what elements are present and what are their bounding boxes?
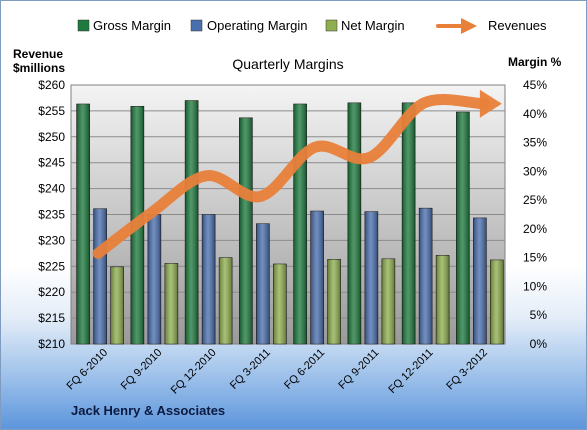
category-labels: FQ 6-2010 FQ 9-2010 FQ 12-2010 FQ 3-2011 FQ … xyxy=(65,347,490,397)
left-tick-label: $245 xyxy=(38,156,65,170)
bar-gross-margin-fq-3-2012-shade xyxy=(456,112,470,344)
bar-gross-margin-fq-12-2010-shade xyxy=(185,100,199,344)
revenue-line xyxy=(92,89,502,259)
left-tick-label: $220 xyxy=(38,285,65,299)
right-tick-label: 15% xyxy=(523,251,547,265)
chart-title: Quarterly Margins xyxy=(232,56,343,72)
bar-operating-margin-fq-12-2010-shade xyxy=(202,214,216,344)
right-tick-label: 20% xyxy=(523,222,547,236)
legend-label-revenues: Revenues xyxy=(488,18,547,33)
category-label: FQ 12-2010 xyxy=(169,347,219,397)
bar-gross-margin-fq-12-2011-shade xyxy=(402,102,416,344)
bar-gross-margin-fq-6-2011-shade xyxy=(293,103,307,344)
bar-net-margin-fq-3-2011-shade xyxy=(273,263,287,344)
left-tick-label: $215 xyxy=(38,311,65,325)
category-label: FQ 3-2012 xyxy=(444,347,490,393)
right-tick-label: 25% xyxy=(523,193,547,207)
left-tick-label: $210 xyxy=(38,337,65,351)
right-tick-label: 10% xyxy=(523,279,547,293)
legend-label-operating-margin: Operating Margin xyxy=(207,18,307,33)
bar-operating-margin-fq-3-2011-shade xyxy=(256,223,270,344)
left-axis-title-line2: $millions xyxy=(13,61,65,75)
right-tick-label: 35% xyxy=(523,136,547,150)
right-tick-label: 30% xyxy=(523,164,547,178)
bar-operating-margin-fq-3-2012-shade xyxy=(473,217,487,344)
right-tick-label: 0% xyxy=(530,337,548,351)
bar-net-margin-fq-6-2011-shade xyxy=(327,259,341,344)
bar-operating-margin-fq-9-2010-shade xyxy=(147,214,161,344)
legend-label-net-margin: Net Margin xyxy=(341,18,405,33)
revenue-arrow-head-icon xyxy=(479,89,502,118)
category-label: FQ 12-2011 xyxy=(386,347,435,396)
legend: Gross Margin Operating Margin Net Margin… xyxy=(77,18,547,34)
legend-arrow-icon xyxy=(436,18,477,34)
bar-gross-margin-fq-3-2011-shade xyxy=(239,117,253,344)
category-label: FQ 9-2010 xyxy=(119,347,165,393)
right-tick-label: 5% xyxy=(530,308,548,322)
bar-net-margin-fq-9-2011-shade xyxy=(381,258,395,344)
category-label: FQ 9-2011 xyxy=(336,347,381,392)
left-tick-label: $240 xyxy=(38,182,65,196)
bar-operating-margin-fq-12-2011-shade xyxy=(419,208,433,344)
category-label: FQ 6-2010 xyxy=(65,347,111,393)
bar-operating-margin-fq-6-2011-shade xyxy=(310,211,324,344)
bar-net-margin-fq-12-2011-shade xyxy=(436,255,450,344)
bar-operating-margin-fq-6-2010-shade xyxy=(93,208,107,344)
bar-net-margin-fq-12-2010-shade xyxy=(219,257,233,344)
revenue-line-path xyxy=(92,94,490,259)
bar-operating-margin-fq-9-2011-shade xyxy=(364,211,378,344)
right-axis-title: Margin % xyxy=(508,55,562,69)
left-tick-label: $235 xyxy=(38,208,65,222)
left-tick-label: $260 xyxy=(38,78,65,92)
right-tick-label: 45% xyxy=(523,78,547,92)
category-label: FQ 3-2011 xyxy=(228,347,273,392)
left-axis-ticks: $210 $215 $220 $225 $230 $235 $240 $245 $250 $255… xyxy=(38,78,65,351)
legend-label-gross-margin: Gross Margin xyxy=(93,18,171,33)
right-axis-ticks: 0% 5% 10% 15% 20% 25% 30% 35% 40% 45% xyxy=(523,78,547,351)
bar-net-margin-fq-9-2010-shade xyxy=(164,263,178,344)
company-footer: Jack Henry & Associates xyxy=(71,403,225,418)
bar-net-margin-fq-3-2012-shade xyxy=(490,259,504,344)
right-tick-label: 40% xyxy=(523,107,547,121)
bar-net-margin-fq-6-2010-shade xyxy=(110,266,124,344)
left-axis-title-line1: Revenue xyxy=(13,47,63,61)
legend-swatch-gross-margin xyxy=(77,19,90,32)
left-tick-label: $255 xyxy=(38,104,65,118)
left-tick-label: $225 xyxy=(38,259,65,273)
bar-gross-margin-fq-6-2010-shade xyxy=(76,103,90,344)
legend-swatch-operating-margin xyxy=(190,19,203,32)
legend-swatch-net-margin xyxy=(325,19,338,32)
category-label: FQ 6-2011 xyxy=(282,347,327,392)
left-tick-label: $250 xyxy=(38,130,65,144)
bar-gross-margin-fq-9-2011-shade xyxy=(347,102,361,344)
left-tick-label: $230 xyxy=(38,233,65,247)
